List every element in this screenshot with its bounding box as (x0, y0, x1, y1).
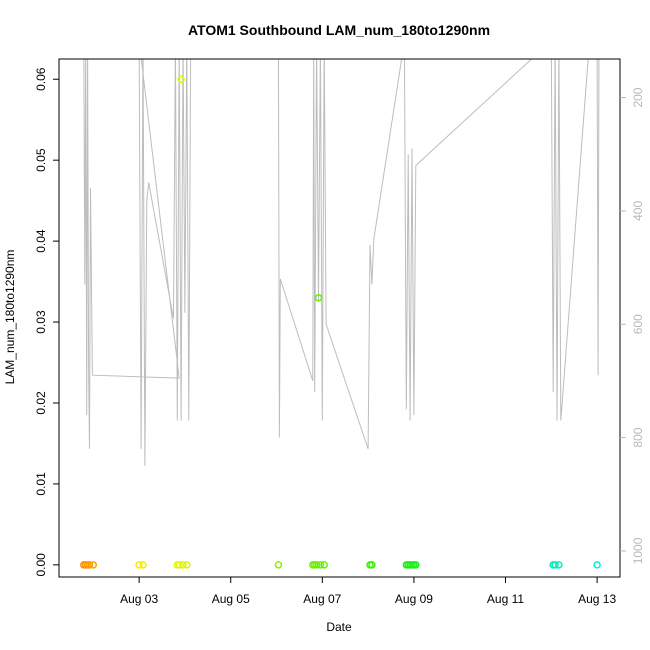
data-point (320, 561, 328, 569)
data-point (316, 561, 325, 569)
data-point (179, 561, 187, 569)
data-point (183, 561, 191, 569)
x-tick-label: Aug 11 (487, 592, 524, 606)
data-point (314, 294, 323, 302)
y-tick-label: 0.00 (34, 553, 48, 577)
data-point (593, 561, 601, 569)
data-point (89, 561, 98, 569)
x-tick-label: Aug 13 (578, 592, 616, 606)
series-line (83, 59, 600, 466)
x-tick-label: Aug 03 (120, 592, 158, 606)
data-point (368, 561, 376, 569)
data-point (175, 561, 183, 569)
data-point (135, 561, 143, 569)
x-tick-label: Aug 05 (212, 592, 250, 606)
x-axis-label: Date (326, 620, 352, 634)
y-tick-label: 0.03 (34, 310, 48, 334)
data-point (412, 561, 420, 569)
y-tick-label: 0.06 (34, 67, 48, 91)
y-tick-label: 0.01 (34, 472, 48, 496)
right-y-tick-label: 1000 (631, 537, 645, 564)
data-point (274, 561, 283, 569)
points-series (80, 75, 601, 569)
y-axis-label: LAM_num_180to1290nm (3, 250, 17, 385)
data-point (555, 561, 563, 569)
data-point (85, 561, 94, 569)
axes: Aug 03 Aug 05 Aug 07 Aug 09 Aug 11 Aug 13 0.00… (34, 58, 645, 606)
data-point (312, 561, 321, 569)
line-series (83, 59, 600, 466)
right-y-tick-label: 200 (631, 87, 645, 107)
y-tick-label: 0.04 (34, 229, 48, 253)
data-point (139, 561, 147, 569)
x-tick-label: Aug 07 (303, 592, 341, 606)
y-tick-label: 0.02 (34, 391, 48, 415)
x-tick-label: Aug 09 (395, 592, 433, 606)
y-tick-label: 0.05 (34, 148, 48, 172)
plot-frame (58, 58, 621, 578)
data-point (177, 75, 185, 83)
data-point (551, 561, 559, 569)
right-y-tick-label: 400 (631, 201, 645, 221)
right-y-tick-label: 600 (631, 314, 645, 334)
chart-title: ATOM1 Southbound LAM_num_180to1290nm (188, 22, 490, 38)
right-y-tick-label: 800 (631, 427, 645, 447)
